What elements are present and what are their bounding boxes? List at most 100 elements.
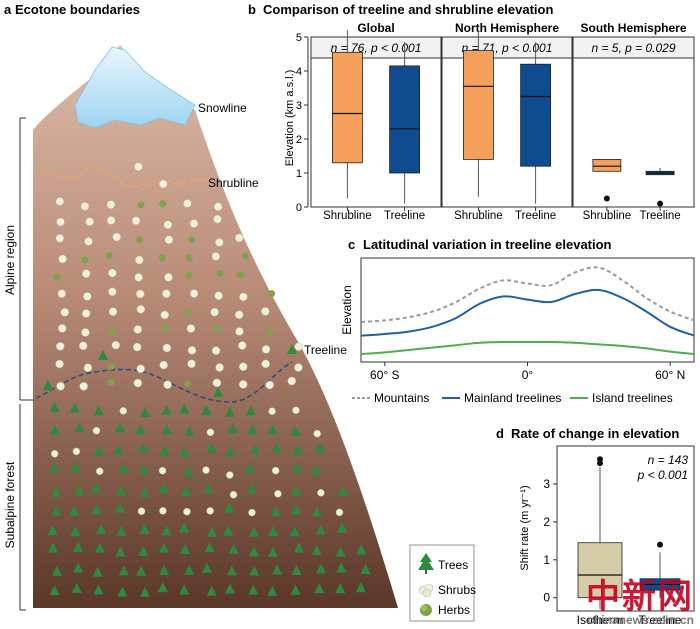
box-outlier <box>603 195 610 202</box>
shrub-mark <box>211 346 221 355</box>
tree-mark <box>139 486 150 497</box>
watermark-en: chinanews.com.cn <box>587 613 694 627</box>
tree-mark <box>91 482 102 493</box>
shrub-mark <box>163 380 172 389</box>
tree-mark <box>51 565 62 576</box>
shrub-mark <box>271 466 280 475</box>
tree-mark <box>223 502 234 513</box>
tree-mark <box>136 565 147 576</box>
tree-mark <box>249 565 260 576</box>
shrub-mark <box>136 305 146 314</box>
tree-mark <box>161 525 172 536</box>
herb-mark <box>108 328 116 336</box>
tree-mark <box>292 444 303 455</box>
herb-mark <box>137 201 145 209</box>
tree-mark <box>96 523 107 534</box>
tree-mark <box>201 405 212 416</box>
tree-mark <box>115 546 126 557</box>
shrub-mark <box>210 307 219 317</box>
tree-mark <box>245 463 256 474</box>
tree-mark <box>179 403 190 414</box>
tree-mark <box>267 424 278 435</box>
panel-b-y-axis: 0 1 2 3 4 5 <box>296 32 309 214</box>
shrub-mark <box>55 359 64 369</box>
x-tick-label: Treeline <box>515 210 556 222</box>
panel-a-legend: Trees Shrubs Herbs <box>409 544 476 622</box>
shrub-mark <box>294 342 303 351</box>
herb-mark <box>185 271 193 279</box>
panel-a: a Ecotone boundaries Snowline Shrubline … <box>3 2 476 622</box>
tree-mark <box>203 483 214 494</box>
tree-mark <box>49 402 60 413</box>
shrub-mark <box>136 364 145 374</box>
shrub-mark <box>81 269 91 278</box>
panel-b-ylabel: Elevation (km a.s.l.) <box>284 70 296 167</box>
shrubline-dashed-line <box>39 166 211 188</box>
tree-mark <box>158 542 169 553</box>
tree-mark <box>98 350 108 360</box>
shrub-mark <box>95 467 104 475</box>
shrub-mark <box>50 450 59 458</box>
boxplot-subpanel-2: South Hemisphere n = 5, p = 0.029 Shrublin… <box>572 21 695 222</box>
shrub-mark <box>79 382 88 391</box>
tree-mark <box>337 485 348 496</box>
tree-mark <box>158 482 169 493</box>
shrub-mark <box>186 324 196 333</box>
tree-mark <box>291 564 302 575</box>
subpanel-frame <box>441 36 573 208</box>
panel-c-legend: Mountains Mainland treelines Island treeli… <box>352 391 673 405</box>
shrub-mark <box>238 380 248 389</box>
panel-b: b Comparison of treeline and shrubline e… <box>248 2 695 222</box>
shrub-mark <box>111 340 121 350</box>
y-tick-label: 0 <box>543 591 550 605</box>
tree-mark <box>92 566 103 577</box>
shrub-mark <box>106 200 116 209</box>
tree-mark <box>161 424 172 435</box>
shrub-mark <box>162 343 172 353</box>
shrub-mark <box>159 507 167 515</box>
tree-mark <box>245 405 256 416</box>
tree-mark <box>250 444 261 455</box>
panel-d-letter: d <box>496 426 504 441</box>
tree-mark <box>337 522 348 533</box>
tree-mark <box>161 404 172 415</box>
panel-c-x-axis: 60° S 0° 60° N <box>370 362 685 382</box>
tree-mark <box>135 424 146 435</box>
shrub-mark <box>132 342 142 352</box>
tree-mark <box>248 584 259 595</box>
tree-mark <box>314 442 325 453</box>
y-tick-label: 3 <box>543 477 550 491</box>
watermark-cn: 中新网 <box>586 577 694 617</box>
tree-mark <box>179 522 190 533</box>
tree-mark <box>183 466 194 477</box>
shrub-mark <box>189 289 199 298</box>
tree-mark <box>138 463 149 474</box>
tree-mark <box>93 445 104 456</box>
shrub-mark <box>55 197 65 206</box>
shrub-mark <box>131 216 141 225</box>
box-shrubline <box>331 51 363 164</box>
shrub-mark <box>158 179 168 189</box>
tree-mark <box>291 462 302 473</box>
shrub-mark <box>238 341 247 350</box>
box-outlier <box>657 200 664 207</box>
panel-a-letter: a <box>4 2 12 17</box>
shrub-mark <box>162 289 171 299</box>
panel-d-frame <box>556 445 695 612</box>
tree-mark <box>356 544 367 555</box>
treeline-dashed-line <box>35 361 293 403</box>
shrub-mark <box>212 378 222 388</box>
subpanel-frame <box>572 36 695 208</box>
tree-mark <box>206 526 217 537</box>
shrub-mark <box>133 325 143 334</box>
shrub-mark <box>215 363 224 372</box>
herb-mark <box>241 252 249 260</box>
tree-mark <box>311 506 322 517</box>
shrub-mark <box>164 235 174 244</box>
shrub-mark <box>213 214 222 224</box>
herb-mark <box>158 254 166 262</box>
herb-icon <box>420 604 432 616</box>
herb-mark <box>105 251 113 259</box>
shrub-mark <box>108 307 118 316</box>
shrub-mark <box>226 471 234 479</box>
